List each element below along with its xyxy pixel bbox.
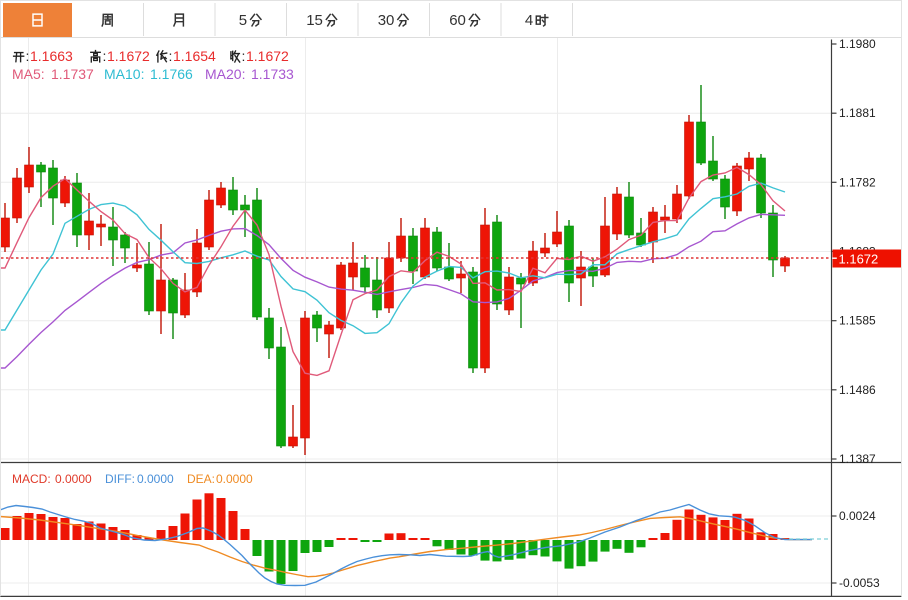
svg-text:-0.0053: -0.0053	[839, 576, 880, 590]
svg-text:0.0000: 0.0000	[137, 472, 174, 486]
svg-text:60: 60	[449, 12, 466, 29]
svg-text::: :	[169, 48, 173, 64]
svg-text:1.1782: 1.1782	[839, 175, 876, 189]
svg-text:1.1980: 1.1980	[839, 37, 876, 51]
svg-text:1.1672: 1.1672	[839, 252, 879, 267]
svg-text:1.1766: 1.1766	[150, 66, 193, 82]
svg-text:MA5:: MA5:	[12, 66, 45, 82]
svg-text:1.1672: 1.1672	[246, 48, 289, 64]
svg-text:1.1881: 1.1881	[839, 106, 876, 120]
svg-text:1.1737: 1.1737	[51, 66, 94, 82]
svg-text::: :	[242, 48, 246, 64]
svg-text:15: 15	[306, 12, 323, 29]
svg-text:MA10:: MA10:	[104, 66, 144, 82]
svg-text:0.0024: 0.0024	[839, 509, 876, 523]
svg-text:MA20:: MA20:	[205, 66, 245, 82]
svg-text:1.1585: 1.1585	[839, 314, 876, 328]
svg-text:1.1663: 1.1663	[30, 48, 73, 64]
svg-text:5: 5	[239, 12, 247, 29]
svg-text:1.1733: 1.1733	[251, 66, 294, 82]
svg-text::: :	[103, 48, 107, 64]
svg-text:0.0000: 0.0000	[55, 472, 92, 486]
svg-text:1.1654: 1.1654	[173, 48, 216, 64]
svg-text:DIFF:: DIFF:	[105, 472, 135, 486]
svg-text:0.0000: 0.0000	[216, 472, 253, 486]
svg-text::: :	[26, 48, 30, 64]
svg-text:1.1387: 1.1387	[839, 452, 876, 466]
svg-text:1.1486: 1.1486	[839, 383, 876, 397]
svg-text:4: 4	[525, 12, 533, 29]
svg-text:1.1672: 1.1672	[107, 48, 150, 64]
svg-text:MACD:: MACD:	[12, 472, 51, 486]
svg-text:30: 30	[378, 12, 395, 29]
svg-text:DEA:: DEA:	[187, 472, 215, 486]
